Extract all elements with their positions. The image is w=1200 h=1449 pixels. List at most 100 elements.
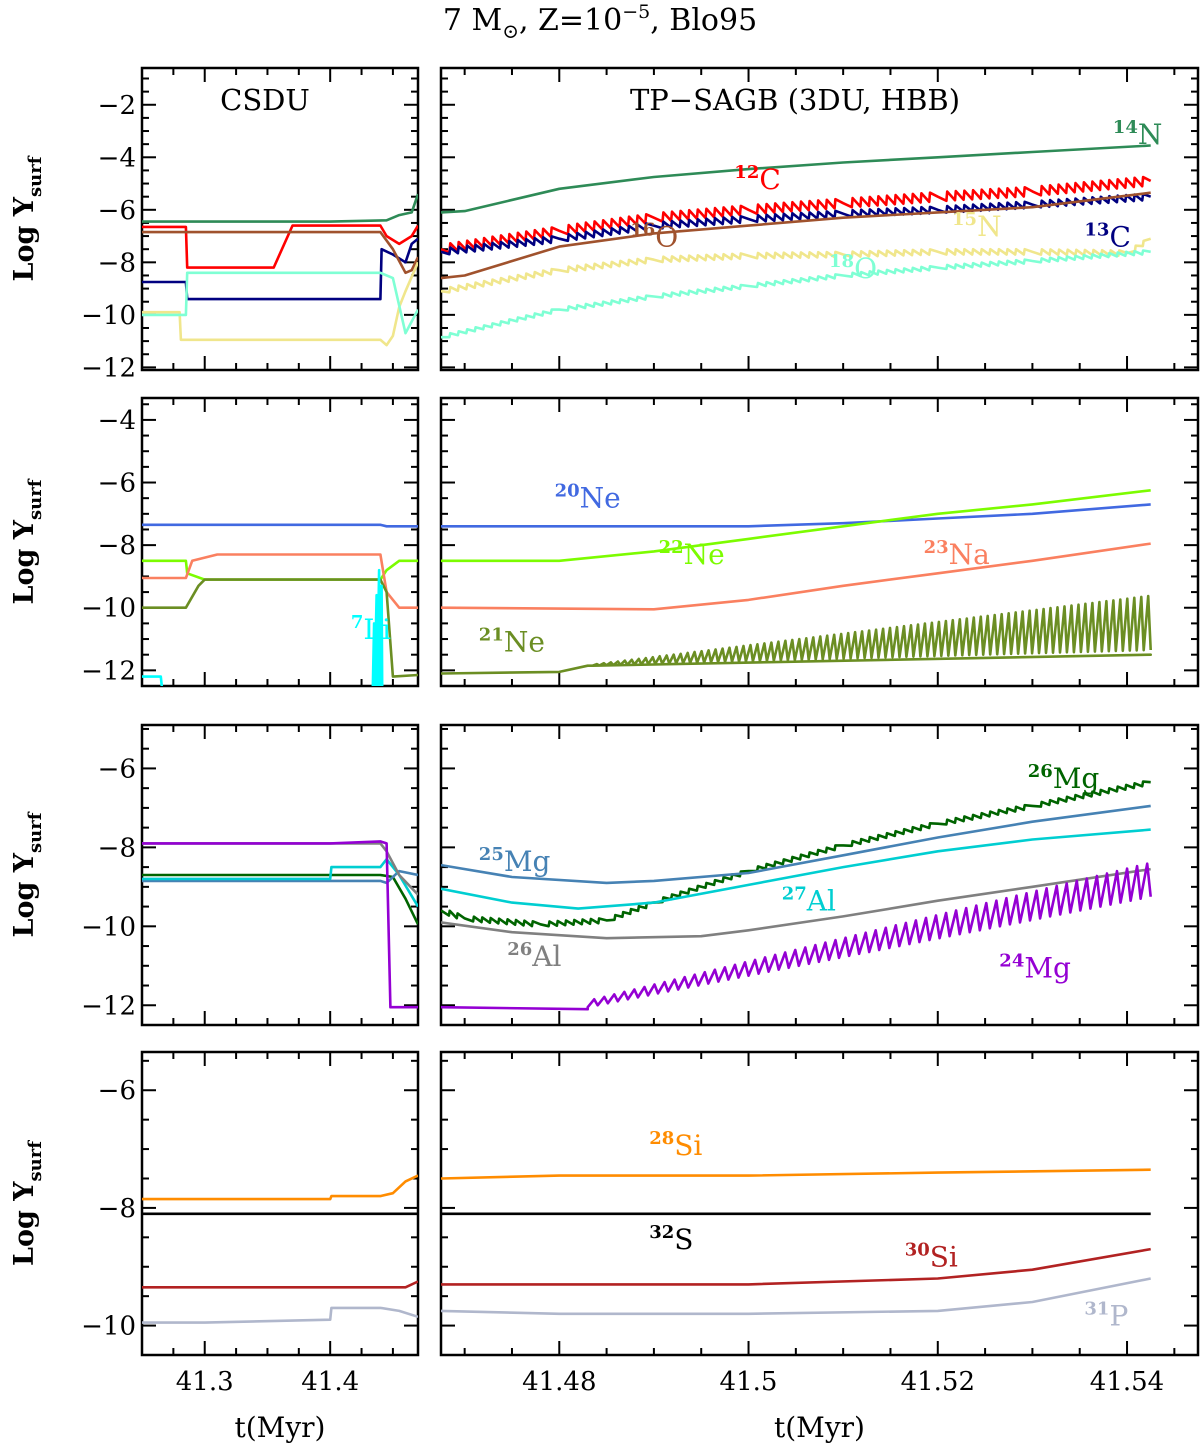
series-group-left [142, 1174, 418, 1324]
series-label-25mg: 25Mg [479, 844, 551, 878]
series-label-mass: 30 [905, 1240, 930, 1261]
series-label-mass: 21 [479, 625, 504, 646]
series-label-mass: 20 [555, 481, 580, 502]
x-tick-label: 41.4 [301, 1367, 359, 1397]
series-label-element: Al [531, 940, 561, 973]
title-metallicity: , Z=10 [519, 3, 622, 38]
y-tick-label: −6 [98, 1076, 136, 1106]
y-tick-label: −8 [98, 1194, 136, 1224]
panel-frame-right [439, 396, 1200, 688]
series-label-20ne: 20Ne [555, 481, 621, 515]
series-label-element: Ne [580, 482, 621, 515]
series-label-element: S [674, 1223, 693, 1256]
series-line-21ne [142, 578, 418, 678]
y-axis-label-main: Log Y [9, 196, 40, 281]
series-label-element: Mg [504, 845, 551, 878]
y-tick-label: −2 [98, 91, 136, 121]
series-label-21ne: 21Ne [479, 625, 545, 659]
series-label-mass: 15 [952, 209, 977, 230]
series-line-24mg [441, 862, 1152, 1011]
series-label-28si: 28Si [649, 1128, 702, 1162]
series-label-mass: 22 [659, 537, 684, 558]
series-label-23na: 23Na [924, 537, 990, 571]
series-line-13c [441, 192, 1152, 256]
series-line-30si [142, 1280, 418, 1289]
title-mass: 7 M [443, 3, 502, 38]
series-label-element: O [854, 252, 877, 285]
y-tick-label: −12 [81, 353, 136, 383]
series-label-27al: 27Al [782, 884, 836, 918]
y-tick-label: −6 [98, 469, 136, 499]
series-line-12c [441, 175, 1152, 254]
series-line-30si [441, 1247, 1151, 1286]
series-line-26al [441, 867, 1151, 940]
panel-frame-left [140, 396, 420, 688]
series-line-26mg [441, 780, 1151, 928]
series-line-20ne [441, 503, 1151, 528]
series-label-16o: 16O [630, 220, 678, 254]
series-label-element: Ne [504, 626, 545, 659]
y-tick-label: −10 [81, 301, 136, 331]
series-line-20ne [142, 523, 418, 528]
y-axis-label: Log Ysurf [9, 811, 46, 937]
series-line-25mg [441, 804, 1151, 885]
series-label-26al: 26Al [507, 939, 561, 973]
series-label-22ne: 22Ne [659, 537, 725, 571]
series-line-24mg [142, 840, 418, 1009]
series-label-15n: 15N [952, 209, 1002, 243]
series-label-element: N [977, 210, 1002, 243]
series-group-right [441, 1168, 1151, 1316]
y-tick-label: −8 [98, 833, 136, 863]
y-axis-label-main: Log Y [9, 852, 40, 937]
y-axis-label-sub: surf [25, 478, 46, 520]
series-line-15n [441, 237, 1152, 294]
y-tick-label: −6 [98, 196, 136, 226]
series-line-12c [142, 224, 418, 269]
y-axis-label-main: Log Y [9, 519, 40, 604]
panel-frame-right [439, 723, 1200, 1027]
series-group-right [441, 489, 1152, 675]
x-tick-label: 41.54 [1090, 1367, 1164, 1397]
series-line-23na [142, 553, 418, 609]
series-label-mass: 13 [1084, 220, 1109, 241]
series-label-13c: 13C [1084, 220, 1131, 254]
series-label-mass: 23 [924, 537, 949, 558]
series-label-element: P [1109, 1300, 1128, 1333]
series-line-14n [441, 144, 1151, 214]
series-label-32s: 32S [649, 1222, 693, 1256]
series-label-element: Ne [684, 538, 725, 571]
x-tick-label: 41.3 [176, 1367, 234, 1397]
y-tick-label: −10 [81, 594, 136, 624]
series-label-element: Li [363, 613, 391, 646]
series-line-28si [142, 1174, 418, 1201]
series-line-31p [441, 1277, 1151, 1316]
y-tick-label: −12 [81, 991, 136, 1021]
series-label-mass: 12 [734, 162, 759, 183]
series-label-18o: 18O [829, 251, 877, 285]
series-label-mass: 26 [1028, 761, 1053, 782]
chart-title: 7 M⊙, Z=10−5, Blo95 [443, 1, 757, 43]
series-line-15n [142, 261, 418, 347]
series-label-mass: 32 [649, 1222, 674, 1243]
x-tick-label: 41.52 [901, 1367, 975, 1397]
series-line-26mg [142, 873, 418, 925]
series-label-element: C [1109, 221, 1130, 254]
title-sun-symbol: ⊙ [502, 19, 519, 43]
series-line-27al [441, 828, 1151, 910]
y-axis-label: Log Ysurf [9, 478, 46, 604]
panel-frame-right [439, 66, 1200, 372]
series-line-27al [142, 857, 418, 908]
x-tick-label: 41.48 [522, 1367, 596, 1397]
series-line-26al [142, 842, 418, 896]
y-axis-label: Log Ysurf [9, 1140, 46, 1266]
series-label-12c: 12C [734, 162, 781, 196]
y-axis-label-sub: surf [25, 811, 46, 853]
y-tick-label: −12 [81, 656, 136, 686]
title-model: , Blo95 [650, 3, 757, 38]
series-line-25mg [142, 869, 418, 885]
x-axis-label-left: t(Myr) [235, 1411, 326, 1444]
series-label-element: O [655, 221, 678, 254]
title-exponent: −5 [622, 1, 650, 23]
series-group-left [142, 523, 418, 686]
